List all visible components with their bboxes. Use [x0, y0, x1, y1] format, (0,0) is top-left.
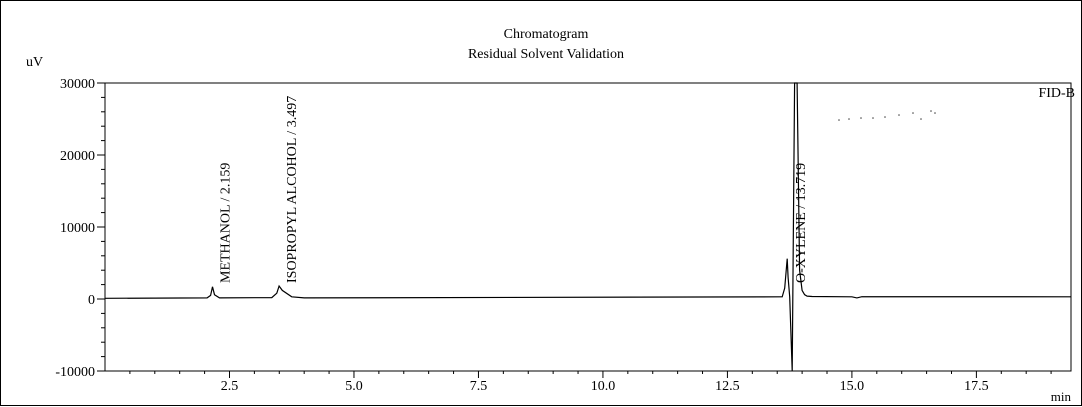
plot-area — [104, 82, 1072, 372]
detector-label: FID-B — [1038, 86, 1075, 101]
peak-label: O-XYLENE / 13.719 — [794, 163, 809, 283]
chromatogram-trace — [104, 82, 1072, 372]
x-tick-label: 15.0 — [840, 379, 865, 394]
y-tick-label: -10000 — [55, 365, 95, 380]
y-axis-unit-label: uV — [26, 55, 43, 70]
noise-dot — [872, 117, 874, 119]
noise-dot — [848, 118, 850, 120]
peak-label: METHANOL / 2.159 — [219, 163, 234, 283]
series-line — [104, 82, 1072, 372]
y-axis: 30000 20000 10000 0 -10000 — [55, 77, 105, 380]
peak-annotations: METHANOL / 2.159 ISOPROPYL ALCOHOL / 3.49… — [219, 96, 810, 283]
noise-dot — [860, 117, 862, 119]
baseline-noise-marks — [838, 110, 936, 121]
chart-subtitle: Residual Solvent Validation — [468, 47, 624, 62]
y-tick-label: 0 — [88, 293, 95, 308]
noise-dot — [912, 112, 914, 114]
x-axis: 2.5 5.0 7.5 10.0 12.5 15.0 17.5 — [129, 371, 1052, 394]
x-tick-label: 12.5 — [715, 379, 740, 394]
x-tick-label: 7.5 — [470, 379, 488, 394]
chart-title: Chromatogram — [504, 27, 589, 42]
x-tick-label: 10.0 — [591, 379, 616, 394]
x-tick-label: 2.5 — [221, 379, 239, 394]
y-tick-label: 30000 — [60, 77, 95, 92]
noise-dot — [934, 112, 936, 114]
x-tick-label: 17.5 — [964, 379, 989, 394]
noise-dot — [920, 118, 922, 120]
y-tick-label: 10000 — [60, 221, 95, 236]
x-tick-label: 5.0 — [345, 379, 363, 394]
noise-dot — [884, 116, 886, 118]
noise-dot — [898, 114, 900, 116]
noise-dot — [930, 110, 932, 112]
peak-label: ISOPROPYL ALCOHOL / 3.497 — [285, 96, 300, 283]
noise-dot — [838, 119, 840, 121]
y-tick-label: 20000 — [60, 149, 95, 164]
x-axis-unit-label: min — [1051, 389, 1072, 404]
